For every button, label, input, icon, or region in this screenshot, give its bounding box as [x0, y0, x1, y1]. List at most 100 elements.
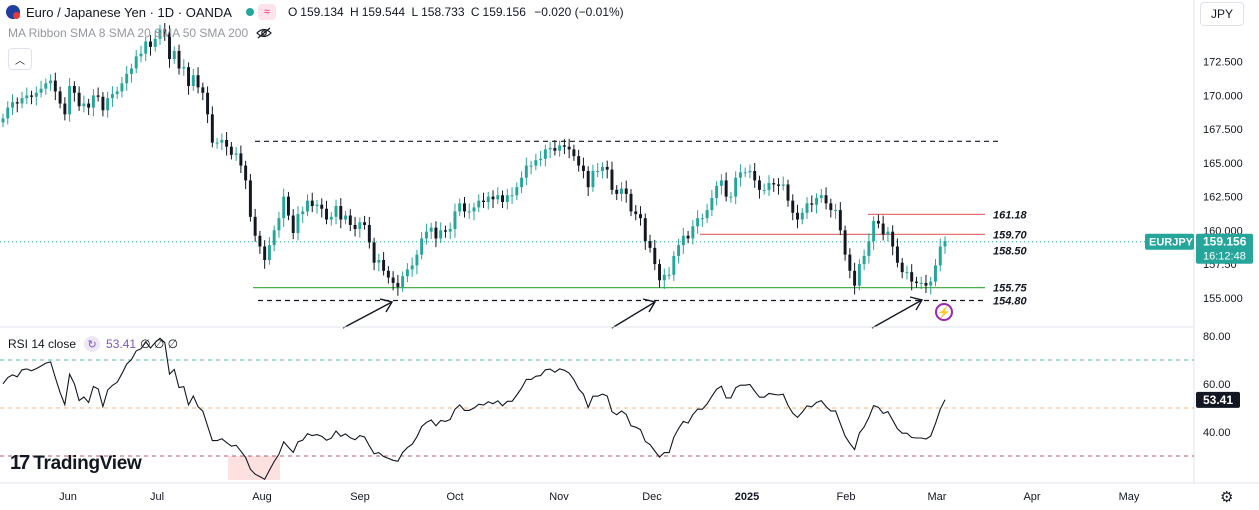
candle-body [206, 92, 210, 115]
currency-button[interactable]: JPY [1200, 2, 1244, 26]
candle-body [724, 180, 728, 197]
candle-body [600, 166, 604, 171]
time-tick-label: Sep [350, 491, 370, 503]
candle-body [30, 95, 34, 97]
candle-body [662, 274, 666, 281]
refresh-icon[interactable]: ↻ [84, 336, 101, 352]
candle-body [667, 274, 671, 276]
candle-body [391, 277, 395, 283]
level-label: 161.18 [993, 209, 1028, 221]
candle-body [396, 282, 400, 287]
candle-body [386, 270, 390, 278]
candle-body [681, 235, 685, 246]
level-label: 159.70 [993, 229, 1028, 241]
eye-off-icon[interactable] [256, 27, 272, 39]
candle-body [1, 118, 5, 123]
candle-body [848, 254, 852, 271]
candle-body [443, 230, 447, 232]
candle-body [905, 272, 909, 274]
candle-body [91, 95, 95, 108]
tradingview-logo-text: TradingView [33, 452, 142, 474]
last-price-label: 159.156 [1203, 235, 1247, 249]
candle-body [72, 86, 76, 93]
candle-body [515, 187, 519, 196]
candle-body [715, 185, 719, 198]
candle-body [520, 177, 524, 188]
candle-body [439, 230, 443, 239]
candle-body [853, 270, 857, 286]
candle-body [168, 33, 171, 60]
candle-body [910, 272, 914, 282]
candle-body [144, 41, 148, 54]
wave-icon[interactable]: ≈ [257, 4, 276, 20]
candle-body [900, 262, 904, 273]
candle-body [895, 246, 899, 263]
candle-body [510, 195, 514, 197]
time-tick-label: Jul [150, 491, 164, 503]
candle-body [306, 200, 309, 212]
candle-body [815, 197, 819, 205]
flash-icon[interactable]: ⚡ [935, 303, 953, 321]
candle-body [567, 146, 571, 150]
rsi-value-tag [1196, 391, 1240, 408]
candle-body [201, 87, 205, 93]
candle-body [163, 29, 167, 34]
candle-body [367, 224, 371, 243]
candle-body [106, 98, 110, 111]
arrow-sep-head [379, 298, 394, 313]
price-tick-label: 170.000 [1203, 90, 1243, 102]
candle-body [658, 264, 662, 281]
candle-body [491, 196, 495, 200]
candle-body [639, 214, 642, 219]
candle-body [924, 282, 928, 286]
tradingview-logo[interactable]: 17 TradingView [10, 452, 142, 475]
candle-body [463, 203, 466, 212]
price-axis[interactable]: 172.500170.000167.500165.000162.500160.0… [1145, 57, 1253, 305]
rsi-tick-label: 80.00 [1203, 331, 1231, 343]
last-price-tag [1196, 233, 1253, 264]
rsi-axis[interactable]: 80.00 60.00 40.00 53.41 [1196, 331, 1240, 439]
candle-body [705, 210, 709, 219]
candle-body [672, 255, 676, 275]
candle-body [914, 281, 918, 283]
candle-body [344, 215, 348, 220]
candle-body [781, 184, 785, 186]
candle-body [372, 242, 376, 263]
candle-body [239, 153, 243, 166]
open-value: 159.134 [300, 5, 344, 19]
candle-body [929, 281, 933, 286]
candle-body [272, 230, 276, 246]
collapse-legend-button[interactable]: ︿ [8, 48, 32, 70]
arrow-dec-head [642, 298, 657, 313]
candle-body [886, 231, 890, 235]
candle-body [44, 83, 48, 89]
candle-body [120, 83, 124, 92]
rsi-pane [0, 337, 1194, 481]
symbol-title[interactable]: Euro / Japanese Yen · 1D · OANDA [26, 4, 232, 20]
annotation-arrows [342, 296, 924, 329]
arrow-feb [871, 299, 923, 329]
candle-body [577, 156, 581, 166]
candle-body [115, 91, 119, 95]
candle-body [891, 231, 895, 247]
rsi-extra: ∅ ∅ ∅ [140, 337, 179, 351]
rsi-label: RSI 14 close [8, 337, 77, 351]
candle-body [919, 282, 923, 284]
time-axis[interactable]: Jun Jul Aug Sep Oct Nov Dec 2025 Feb Mar Apr May [59, 491, 1140, 503]
candle-body [558, 145, 562, 151]
chevron-up-icon: ︿ [15, 55, 25, 67]
ma-ribbon-legend[interactable]: MA Ribbon SMA 8 SMA 20 SMA 50 SMA 200 [8, 26, 272, 40]
rsi-legend[interactable]: RSI 14 close ↻ 53.41 ∅ ∅ ∅ [8, 336, 178, 352]
candle-body [172, 50, 176, 60]
candle-body [39, 88, 43, 93]
candle-body [82, 103, 86, 107]
candle-body [11, 102, 14, 108]
candle-body [501, 195, 505, 202]
candle-body [677, 245, 681, 256]
candle-body [182, 67, 186, 69]
gear-icon[interactable]: ⚙ [1220, 489, 1234, 506]
candle-body [129, 68, 133, 74]
arrow-dec [611, 301, 656, 329]
candle-body [472, 207, 476, 212]
